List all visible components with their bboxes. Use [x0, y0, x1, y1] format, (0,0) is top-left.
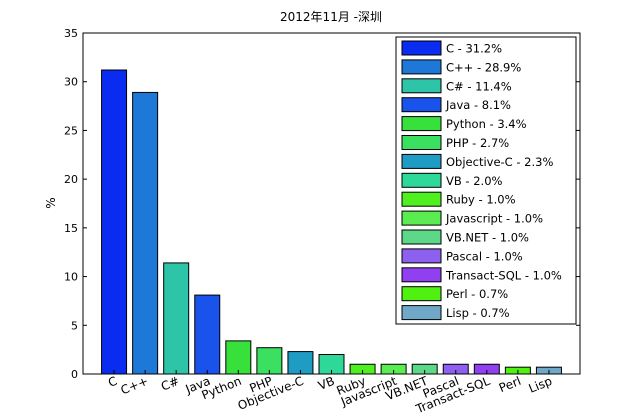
legend-entry: Python - 3.4% — [446, 117, 527, 131]
y-tick-label: 25 — [64, 124, 78, 137]
x-tick-label: C# — [159, 374, 181, 394]
legend-swatch — [401, 172, 442, 188]
legend-swatch — [401, 191, 442, 207]
x-tick-label: Lisp — [527, 374, 554, 396]
y-tick-label: 30 — [64, 76, 78, 89]
legend-entry: Pascal - 1.0% — [446, 249, 523, 263]
legend-swatch — [401, 97, 442, 113]
legend-entry: C++ - 28.9% — [446, 60, 521, 74]
legend-entry: Objective-C - 2.3% — [446, 155, 553, 169]
bar-java — [194, 294, 221, 375]
bars — [101, 69, 562, 375]
y-tick-label: 0 — [71, 368, 78, 381]
legend-entry: C# - 11.4% — [446, 79, 512, 93]
x-tick-label: C — [106, 374, 119, 390]
legend-swatch — [401, 229, 442, 245]
y-tick-label: 20 — [64, 173, 78, 186]
y-tick-label: 15 — [64, 222, 78, 235]
legend-entry: C - 31.2% — [446, 42, 502, 56]
x-tick-label: Perl — [497, 374, 523, 395]
legend-entry: VB - 2.0% — [446, 174, 503, 188]
legend-swatch — [401, 286, 442, 302]
legend-entry: PHP - 2.7% — [446, 136, 509, 150]
bar-c- — [132, 91, 159, 375]
bar-php — [256, 347, 283, 375]
y-tick-label: 5 — [71, 319, 78, 332]
legend-swatch — [401, 59, 442, 75]
legend: C - 31.2% C++ - 28.9% C# - 11.4% Java - 8.1… — [395, 36, 577, 325]
legend-swatch — [401, 210, 442, 226]
bar-c- — [163, 262, 190, 375]
legend-swatch — [401, 78, 442, 94]
legend-swatch — [401, 248, 442, 264]
bar-c — [101, 69, 128, 375]
x-tick-label: C++ — [119, 374, 151, 398]
legend-entry: Javascript - 1.0% — [445, 212, 543, 226]
legend-entry: VB.NET - 1.0% — [446, 231, 529, 245]
legend-entry: Java - 8.1% — [445, 98, 511, 112]
y-tick-label: 10 — [64, 271, 78, 284]
legend-entry: Lisp - 0.7% — [446, 306, 510, 320]
chart-title: 2012年11月 -深圳 — [280, 10, 382, 24]
legend-entry: Perl - 0.7% — [446, 287, 508, 301]
y-axis-label: % — [44, 197, 58, 208]
legend-swatch — [401, 305, 442, 321]
y-axis-ticks: 0 5 10 15 20 25 30 35 — [64, 27, 580, 381]
legend-swatch — [401, 116, 442, 132]
legend-swatch — [401, 40, 442, 56]
x-tick-label: VB — [316, 374, 336, 393]
legend-entry: Ruby - 1.0% — [446, 193, 516, 207]
legend-entry: Transact-SQL - 1.0% — [445, 268, 562, 282]
legend-swatch — [401, 267, 442, 283]
legend-swatch — [401, 153, 442, 169]
legend-swatch — [401, 135, 442, 150]
bar-python — [225, 340, 252, 375]
y-tick-label: 35 — [64, 27, 78, 40]
